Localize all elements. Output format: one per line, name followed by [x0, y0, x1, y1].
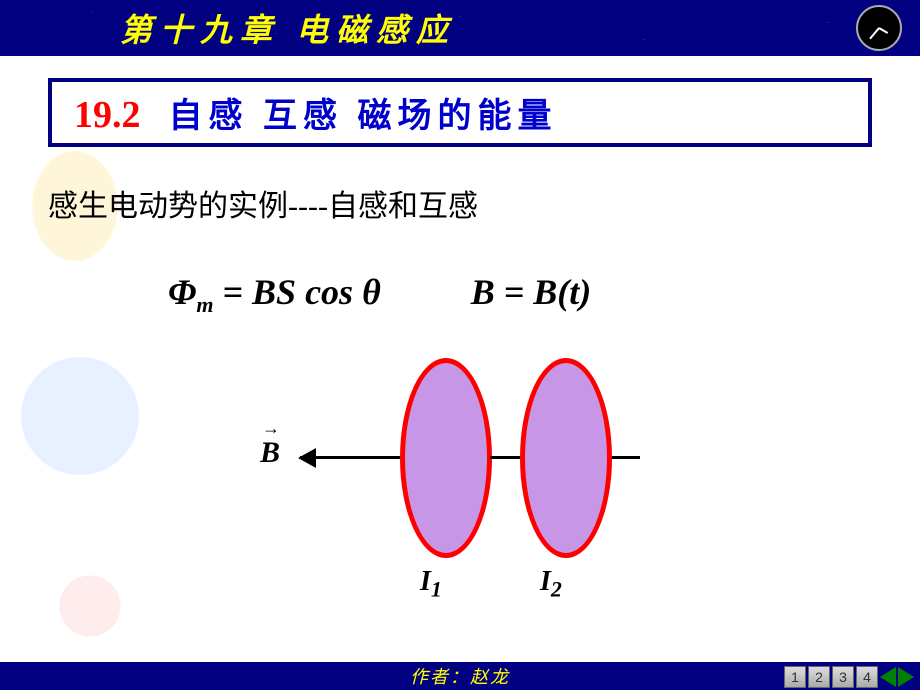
nav-page-3[interactable]: 3 — [832, 666, 854, 688]
nav-page-2[interactable]: 2 — [808, 666, 830, 688]
phi-symbol: Φ — [168, 272, 196, 312]
slide-header: 第十九章 电磁感应 — [0, 0, 920, 56]
nav-page-1[interactable]: 1 — [784, 666, 806, 688]
equation-flux: Φm = BS cos θ — [168, 271, 381, 318]
chapter-title: 第十九章 电磁感应 — [120, 5, 456, 51]
equations-row: Φm = BS cos θ B = B(t) — [168, 271, 872, 318]
coil-2 — [520, 358, 612, 558]
equation-bt: B = B(t) — [471, 271, 592, 318]
eq1-rhs: = BS cos θ — [214, 272, 381, 312]
coil-1 — [400, 358, 492, 558]
i1-label: I1 — [420, 566, 442, 603]
clock-icon — [856, 5, 902, 51]
nav-next-icon[interactable] — [898, 667, 914, 687]
slide-content: 19.2 自感 互感 磁场的能量 感生电动势的实例----自感和互感 Φm = … — [0, 56, 920, 646]
author-label: 作者：赵龙 — [410, 663, 510, 689]
section-name: 自感 互感 磁场的能量 — [169, 98, 558, 135]
intro-text: 感生电动势的实例----自感和互感 — [48, 181, 872, 225]
section-number: 19.2 — [74, 94, 141, 136]
coil-diagram: B I1 I2 — [200, 358, 720, 588]
b-vector-label: B — [260, 436, 280, 470]
section-title-box: 19.2 自感 互感 磁场的能量 — [48, 78, 872, 147]
i2-label: I2 — [540, 566, 562, 603]
nav-controls: 1 2 3 4 — [784, 666, 914, 688]
phi-sub: m — [196, 292, 213, 317]
nav-prev-icon[interactable] — [880, 667, 896, 687]
nav-page-4[interactable]: 4 — [856, 666, 878, 688]
slide-footer: 作者：赵龙 1 2 3 4 — [0, 662, 920, 690]
